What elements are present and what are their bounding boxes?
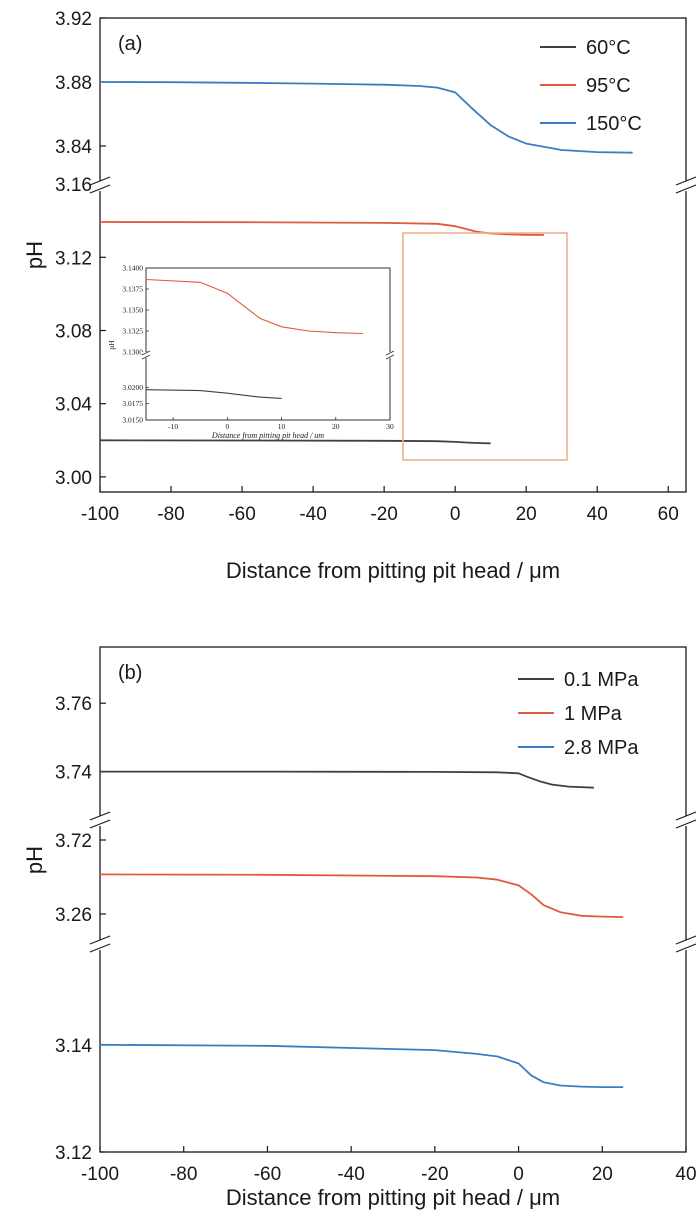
panel-b-label: (b) xyxy=(118,662,142,684)
x-tick-label: -60 xyxy=(254,1164,281,1185)
x-tick-label: -20 xyxy=(421,1164,448,1185)
inset-series-line-0 xyxy=(145,389,282,399)
inset-axis-break-mark xyxy=(385,354,395,360)
legend-entry: 2.8 MPa xyxy=(564,737,639,759)
inset-chart: -10 0 10 20 30 3.1300 3.1325 3.1350 3.1375 3.1400… xyxy=(107,264,395,440)
y-tick-label: 3.08 xyxy=(55,322,92,343)
y-tick-label: 3.84 xyxy=(55,137,92,158)
inset-y-tick-label: 3.1375 xyxy=(122,285,143,294)
legend-entry: 1 MPa xyxy=(564,703,623,725)
legend-entry: 60°C xyxy=(586,37,631,59)
x-tick-label: -80 xyxy=(157,504,184,525)
inset-ylabel: pH xyxy=(107,340,116,350)
axis-break-gap xyxy=(677,181,695,191)
x-tick-label: 0 xyxy=(513,1164,524,1185)
x-tick-label: 60 xyxy=(658,504,679,525)
x-tick-label: 40 xyxy=(587,504,608,525)
panel-b-xlabel: Distance from pitting pit head / μm xyxy=(226,1185,560,1210)
x-tick-label: -100 xyxy=(81,1164,119,1185)
series-line-0 xyxy=(100,770,594,789)
axis-break-mark xyxy=(89,819,111,829)
x-tick-label: -40 xyxy=(299,504,326,525)
inset-axis-break-mark xyxy=(141,354,151,360)
axis-break-gap xyxy=(677,816,695,826)
legend-entry: 0.1 MPa xyxy=(564,669,639,691)
panel-a-frame xyxy=(99,17,687,493)
y-tick-label: 3.26 xyxy=(55,905,92,926)
panel-a-ylabel: pH xyxy=(22,241,47,269)
inset-x-tick-label: 0 xyxy=(225,422,229,431)
inset-axis-break-gap xyxy=(386,352,394,358)
inset-y-tick-label: 3.0200 xyxy=(122,383,143,392)
x-tick-label: -40 xyxy=(337,1164,364,1185)
axis-break-mark xyxy=(675,819,697,829)
legend-entry: 150°C xyxy=(586,113,642,135)
inset-x-tick-label: 20 xyxy=(332,422,340,431)
zoom-highlight-box xyxy=(402,232,568,461)
y-tick-label: 3.12 xyxy=(55,1143,92,1164)
legend-entry: 95°C xyxy=(586,75,631,97)
axis-break-mark xyxy=(89,943,111,953)
y-tick-label: 3.16 xyxy=(55,175,92,196)
x-tick-label: 40 xyxy=(675,1164,696,1185)
inset-x-tick-label: 30 xyxy=(386,422,394,431)
series-line-0 xyxy=(99,439,491,445)
axis-break-gap xyxy=(677,940,695,950)
panel-b-ylabel: pH xyxy=(22,846,47,874)
x-tick-label: -80 xyxy=(170,1164,197,1185)
inset-y-tick-label: 3.1350 xyxy=(122,306,143,315)
inset-y-tick-label: 3.1300 xyxy=(122,348,143,357)
y-tick-label: 3.92 xyxy=(55,9,92,30)
series-line-2 xyxy=(99,81,633,154)
inset-axis-break-mark xyxy=(141,350,151,356)
axis-break-mark xyxy=(675,935,697,945)
inset-frame xyxy=(145,267,391,421)
axis-break-mark xyxy=(675,184,697,194)
y-tick-label: 3.88 xyxy=(55,73,92,94)
series-line-2 xyxy=(99,1043,624,1088)
x-tick-label: 20 xyxy=(592,1164,613,1185)
panel-b: (b) Distance from pitting pit head / μm … xyxy=(22,646,697,1210)
x-tick-label: 20 xyxy=(516,504,537,525)
y-tick-label: 3.12 xyxy=(55,248,92,269)
axis-break-mark xyxy=(89,176,111,186)
y-tick-label: 3.74 xyxy=(55,763,92,784)
series-line-1 xyxy=(99,873,624,918)
axis-break-gap xyxy=(91,181,109,191)
axis-break-gap xyxy=(91,940,109,950)
y-tick-label: 3.76 xyxy=(55,694,92,715)
y-tick-label: 3.04 xyxy=(55,395,92,416)
inset-series-line-1 xyxy=(145,278,363,335)
y-tick-label: 3.14 xyxy=(55,1036,92,1057)
axis-break-mark xyxy=(675,811,697,821)
axis-break-mark xyxy=(675,176,697,186)
y-tick-label: 3.72 xyxy=(55,831,92,852)
panel-a-xlabel: Distance from pitting pit head / μm xyxy=(226,558,560,583)
axis-break-mark xyxy=(89,184,111,194)
axis-break-mark xyxy=(675,943,697,953)
inset-x-tick-label: 10 xyxy=(278,422,286,431)
y-tick-label: 3.00 xyxy=(55,468,92,489)
panel-a-label: (a) xyxy=(118,33,142,55)
inset-y-tick-label: 3.0150 xyxy=(122,416,143,425)
inset-y-tick-label: 3.1400 xyxy=(122,264,143,273)
axis-break-mark xyxy=(89,811,111,821)
inset-xlabel: Distance from pitting pit head / um xyxy=(211,431,324,440)
inset-y-tick-label: 3.1325 xyxy=(122,327,143,336)
inset-axis-break-mark xyxy=(385,350,395,356)
axis-break-mark xyxy=(89,935,111,945)
axis-break-gap xyxy=(91,816,109,826)
series-line-1 xyxy=(99,221,544,236)
x-tick-label: -100 xyxy=(81,504,119,525)
panel-a: (a) Distance from pitting pit head / μm … xyxy=(22,9,697,583)
x-tick-label: 0 xyxy=(450,504,461,525)
inset-y-tick-label: 3.0175 xyxy=(122,399,143,408)
x-tick-label: -20 xyxy=(370,504,397,525)
inset-axis-break-gap xyxy=(142,352,150,358)
inset-x-tick-label: -10 xyxy=(168,422,178,431)
panel-b-frame xyxy=(99,646,687,1153)
x-tick-label: -60 xyxy=(228,504,255,525)
